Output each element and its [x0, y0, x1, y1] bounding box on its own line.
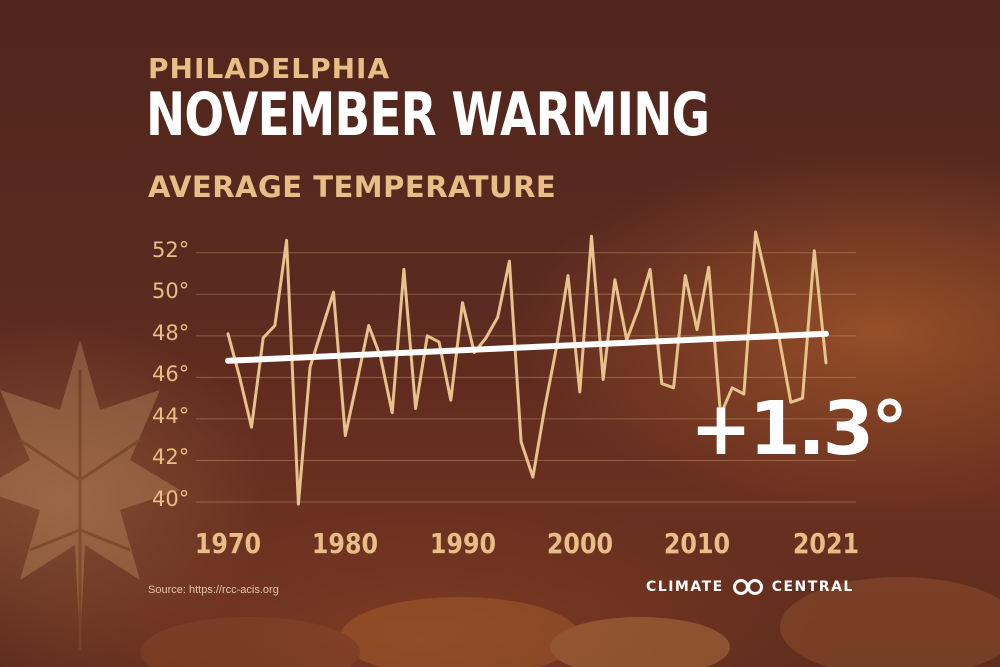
y-tick-label: 42° [152, 445, 190, 470]
source-text: Source: https://rcc-acis.org [148, 584, 279, 596]
y-tick-label: 46° [152, 362, 190, 387]
x-tick-label: 1970 [194, 527, 262, 560]
x-tick-label: 2000 [546, 527, 613, 560]
x-tick-label: 1990 [429, 527, 496, 560]
trend-line [225, 330, 829, 364]
x-tick-label: 2021 [792, 527, 860, 560]
temperature-series-line [226, 230, 828, 506]
x-tick-label: 2010 [663, 527, 731, 560]
y-tick-label: 44° [152, 403, 190, 428]
y-tick-label: 48° [152, 320, 190, 345]
chart-subtitle: AVERAGE TEMPERATURE [148, 170, 557, 204]
brand-name-right: CENTRAL [771, 579, 854, 595]
climate-central-logo-icon [732, 579, 763, 595]
page-title: NOVEMBER WARMING [146, 80, 710, 150]
climate-central-logo: CLIMATE CENTRAL [646, 578, 854, 596]
brand-name-left: CLIMATE [646, 579, 724, 595]
warming-annotation: +1.3° [690, 386, 908, 472]
x-tick-label: 1980 [312, 527, 379, 560]
y-tick-label: 40° [152, 487, 190, 511]
y-tick-label: 50° [152, 279, 190, 304]
y-tick-label: 52° [152, 237, 190, 262]
city-label: PHILADELPHIA [148, 52, 391, 85]
